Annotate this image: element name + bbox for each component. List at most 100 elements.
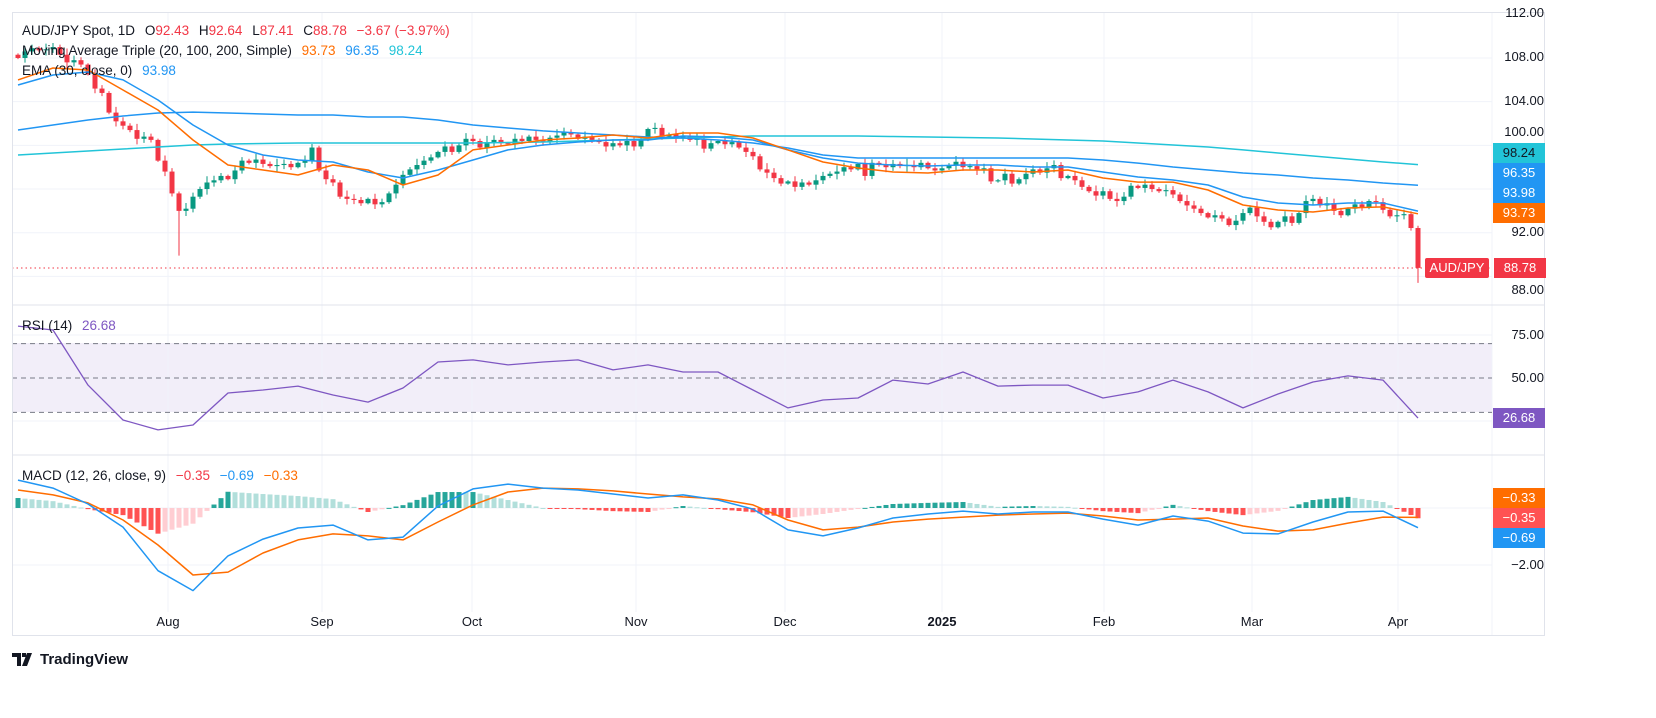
symbol-title: AUD/JPY Spot, 1D [22, 23, 136, 38]
histogram-bar [652, 508, 658, 511]
histogram-bar [85, 508, 91, 510]
candle-body [190, 196, 196, 209]
histogram-bar [687, 506, 693, 508]
candle-body [1345, 208, 1351, 216]
candle-body [1275, 221, 1281, 228]
histogram-bar [582, 508, 588, 510]
histogram-bar [533, 506, 539, 508]
candle-body [1331, 203, 1337, 211]
histogram-bar [218, 498, 224, 508]
rsi-line [17, 325, 1419, 431]
close-value: 88.78 [313, 23, 347, 38]
candle-body [218, 175, 224, 181]
candle-body [323, 170, 329, 180]
candle-body [295, 162, 301, 168]
histogram-bar [1352, 497, 1358, 508]
histogram-bar [1415, 508, 1421, 519]
candle-body [799, 182, 805, 187]
ma20-badge: 93.73 [1493, 203, 1545, 223]
histogram-bar [1331, 498, 1337, 508]
histogram-bar [771, 508, 777, 516]
histogram-bar [1058, 506, 1064, 508]
histogram-bar [393, 506, 399, 508]
histogram-bar [421, 497, 427, 508]
candle-body [162, 160, 168, 172]
histogram-bar [379, 508, 385, 510]
candle-body [988, 168, 994, 182]
ma-legend[interactable]: Moving Average Triple (20, 100, 200, Sim… [22, 43, 429, 58]
candle-body [148, 136, 154, 140]
candle-body [855, 163, 861, 170]
symbol-legend: AUD/JPY Spot, 1D O92.43 H92.64 L87.41 C8… [22, 23, 456, 38]
price-tick: 112.00 [1505, 5, 1544, 20]
histogram-bar [1317, 499, 1323, 508]
candle-body [1415, 228, 1421, 268]
candle-body [169, 171, 175, 194]
histogram-bar [358, 508, 364, 510]
histogram-bar [519, 503, 525, 508]
candle-body [1163, 190, 1169, 192]
candle-body [407, 169, 413, 175]
candle-body [442, 146, 448, 152]
histogram-bar [960, 502, 966, 508]
histogram-bar [57, 502, 63, 508]
ema-legend[interactable]: EMA (30, close, 0) 93.98 [22, 63, 182, 78]
histogram-bar [1394, 508, 1400, 509]
histogram-bar [190, 508, 196, 524]
histogram-bar [267, 494, 273, 508]
candle-body [631, 140, 637, 147]
candle-body [365, 198, 371, 204]
histogram-bar [540, 508, 546, 509]
macd-histogram [15, 491, 1421, 534]
candle-body [834, 171, 840, 174]
candle-body [491, 139, 497, 143]
last-price-badge: 88.78 [1493, 258, 1546, 278]
histogram-bar [470, 492, 476, 508]
histogram-bar [1023, 506, 1029, 508]
histogram-bar [1030, 506, 1036, 508]
histogram-bar [1261, 508, 1267, 513]
candle-body [568, 132, 574, 135]
histogram-bar [757, 508, 763, 514]
histogram-bar [813, 508, 819, 515]
histogram-bar [386, 507, 392, 509]
macd-legend[interactable]: MACD (12, 26, close, 9) −0.35 −0.69 −0.3… [22, 468, 304, 483]
candle-body [883, 165, 889, 168]
histogram-bar [169, 508, 175, 530]
histogram-bar [1254, 508, 1260, 514]
histogram-bar [785, 508, 791, 518]
candle-body [386, 193, 392, 203]
histogram-bar [974, 503, 980, 508]
candle-body [953, 161, 959, 166]
histogram-bar [939, 502, 945, 508]
candle-body [29, 48, 35, 52]
macd-line [17, 479, 1419, 592]
macd-badge: −0.69 [1493, 528, 1545, 548]
candle-body [372, 198, 378, 205]
candle-body [302, 160, 308, 163]
histogram-bar [120, 508, 126, 516]
ma-legend-label: Moving Average Triple (20, 100, 200, Sim… [22, 43, 292, 58]
open-value: 92.43 [155, 23, 190, 38]
histogram-bar [1065, 506, 1071, 508]
rsi-tick: 50.00 [1511, 370, 1544, 385]
price-pane[interactable] [12, 12, 1492, 305]
ma200-value: 98.24 [388, 43, 423, 58]
time-tick: Feb [1092, 614, 1116, 629]
price-tick: 88.00 [1511, 282, 1544, 297]
histogram-bar [1079, 508, 1085, 509]
candle-body [1408, 214, 1414, 229]
candle-body [71, 60, 77, 63]
candle-body [659, 127, 665, 137]
candle-body [1107, 191, 1113, 199]
candle-body [995, 180, 1001, 182]
histogram-bar [1198, 508, 1204, 510]
candle-body [575, 134, 581, 139]
rsi-legend[interactable]: RSI (14) 26.68 [22, 318, 122, 333]
candle-body [1247, 207, 1253, 214]
candle-body [239, 160, 245, 171]
tradingview-logo[interactable]: TradingView [12, 651, 128, 668]
macd-legend-label: MACD (12, 26, close, 9) [22, 468, 167, 483]
candle-body [722, 140, 728, 145]
